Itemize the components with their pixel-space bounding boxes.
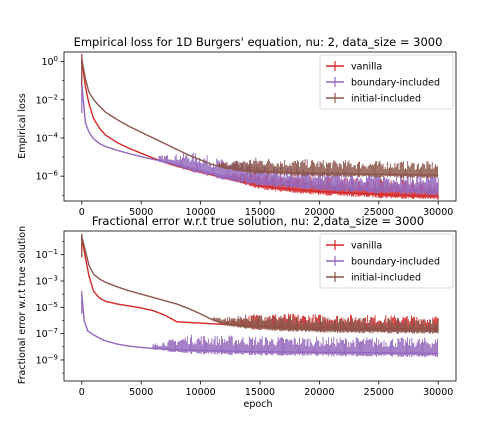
y-tick-label: 10−6	[36, 170, 59, 183]
x-tick-label: 25000	[364, 387, 394, 398]
series-noise-band	[158, 152, 439, 196]
y-axis-label: Empirical loss	[17, 93, 28, 159]
series-boundary-included	[81, 290, 439, 358]
y-tick-label: 10−5	[36, 301, 58, 314]
legend-box	[319, 54, 454, 110]
x-axis-label: epoch	[244, 399, 273, 410]
legend-item: boundary-included	[326, 256, 440, 268]
y-tick-label: 10−2	[36, 93, 58, 106]
series-noise-band	[152, 334, 438, 358]
y-tick-label: 10−3	[36, 275, 58, 288]
series-line	[81, 84, 439, 193]
x-tick-label: 15000	[245, 207, 275, 218]
chart-fractional-error: Fractional error w.r.t true solution, nu…	[17, 214, 457, 410]
axes-frame	[63, 51, 457, 202]
x-tick-label: 10000	[185, 387, 215, 398]
legend-label: initial-included	[351, 273, 421, 284]
chart-title: Fractional error w.r.t true solution, nu…	[92, 214, 424, 228]
series-boundary-included	[81, 79, 439, 196]
x-tick-label: 5000	[129, 387, 153, 398]
legend-label: boundary-included	[351, 78, 440, 89]
x-tick-label: 0	[79, 207, 85, 218]
legend-item: vanilla	[326, 61, 382, 73]
x-tick-label: 5000	[129, 207, 153, 218]
legend-item: initial-included	[326, 272, 421, 284]
series-line	[81, 58, 439, 176]
chart-empirical-loss: Empirical loss for 1D Burgers' equation,…	[17, 35, 457, 218]
legend-item: vanilla	[326, 240, 382, 252]
chart-title: Empirical loss for 1D Burgers' equation,…	[74, 35, 443, 49]
y-tick-label: 10−7	[36, 327, 58, 340]
y-tick-label: 100	[41, 55, 58, 68]
series-initial-included	[81, 233, 439, 334]
legend-item: initial-included	[326, 93, 421, 105]
y-axis-label: Fractional error w.r.t true solution	[17, 226, 28, 384]
series-line	[81, 59, 439, 197]
x-tick-label: 10000	[185, 207, 215, 218]
series-line	[81, 236, 439, 332]
y-tick-label: 10−4	[36, 131, 59, 144]
x-tick-label: 25000	[364, 207, 394, 218]
x-tick-label: 20000	[304, 387, 334, 398]
legend-label: boundary-included	[351, 257, 440, 268]
legend-box	[319, 233, 454, 289]
y-tick-label: 10−9	[36, 353, 58, 366]
series-initial-included	[81, 53, 439, 179]
x-tick-label: 30000	[423, 387, 453, 398]
series-line	[81, 294, 439, 355]
series-noise-band	[217, 157, 439, 179]
axes-frame	[63, 230, 457, 382]
legend-label: initial-included	[351, 94, 421, 105]
legend-label: vanilla	[351, 241, 382, 252]
y-tick-label: 10−1	[36, 248, 58, 261]
legend-item: boundary-included	[326, 77, 440, 89]
x-tick-label: 30000	[423, 207, 453, 218]
x-tick-label: 20000	[304, 207, 334, 218]
x-tick-label: 15000	[245, 387, 275, 398]
x-tick-label: 0	[79, 387, 85, 398]
legend-label: vanilla	[351, 62, 382, 73]
